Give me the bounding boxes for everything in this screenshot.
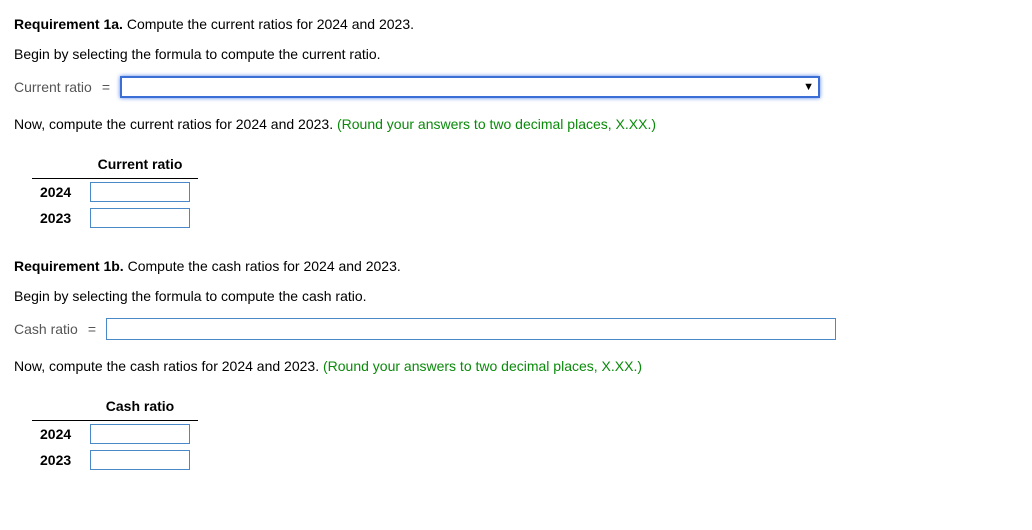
table-row: 2024 bbox=[32, 179, 198, 206]
cash-ratio-2023-input[interactable] bbox=[90, 450, 190, 470]
req-1a-now-black: Now, compute the current ratios for 2024… bbox=[14, 116, 337, 132]
req-1b-now-black: Now, compute the cash ratios for 2024 an… bbox=[14, 358, 323, 374]
req-1b-now-green: (Round your answers to two decimal place… bbox=[323, 358, 642, 374]
req-1a-now-green: (Round your answers to two decimal place… bbox=[337, 116, 656, 132]
cash-ratio-header: Cash ratio bbox=[82, 394, 198, 421]
table-header-blank-1a bbox=[32, 152, 82, 179]
table-row: 2023 bbox=[32, 205, 198, 231]
equals-sign-1b: = bbox=[88, 321, 96, 337]
current-ratio-formula-row: Current ratio = ▼ bbox=[14, 76, 1018, 98]
requirement-1a-title: Requirement 1a. Compute the current rati… bbox=[14, 16, 1018, 32]
current-ratio-2023-input[interactable] bbox=[90, 208, 190, 228]
equals-sign-1a: = bbox=[102, 79, 110, 95]
req-1a-bold: Requirement 1a. bbox=[14, 16, 123, 32]
req-1b-rest: Compute the cash ratios for 2024 and 202… bbox=[124, 258, 401, 274]
current-ratio-2024-input[interactable] bbox=[90, 182, 190, 202]
year-cell-2023-1b: 2023 bbox=[32, 447, 82, 473]
req-1a-begin: Begin by selecting the formula to comput… bbox=[14, 46, 1018, 62]
cash-ratio-2024-input[interactable] bbox=[90, 424, 190, 444]
requirement-1b-title: Requirement 1b. Compute the cash ratios … bbox=[14, 258, 1018, 274]
cash-ratio-formula-row: Cash ratio = bbox=[14, 318, 1018, 340]
req-1b-begin: Begin by selecting the formula to comput… bbox=[14, 288, 1018, 304]
cash-ratio-table: Cash ratio 2024 2023 bbox=[32, 394, 198, 473]
cash-ratio-label: Cash ratio bbox=[14, 321, 78, 337]
current-ratio-header: Current ratio bbox=[82, 152, 198, 179]
req-1a-rest: Compute the current ratios for 2024 and … bbox=[123, 16, 414, 32]
chevron-down-icon: ▼ bbox=[803, 81, 814, 93]
current-ratio-formula-select[interactable]: ▼ bbox=[120, 76, 820, 98]
current-ratio-label: Current ratio bbox=[14, 79, 92, 95]
current-ratio-table: Current ratio 2024 2023 bbox=[32, 152, 198, 231]
req-1b-bold: Requirement 1b. bbox=[14, 258, 124, 274]
year-cell-2024-1a: 2024 bbox=[32, 179, 82, 206]
year-cell-2023-1a: 2023 bbox=[32, 205, 82, 231]
table-row: 2024 bbox=[32, 421, 198, 448]
table-row: 2023 bbox=[32, 447, 198, 473]
table-header-blank-1b bbox=[32, 394, 82, 421]
year-cell-2024-1b: 2024 bbox=[32, 421, 82, 448]
req-1a-now: Now, compute the current ratios for 2024… bbox=[14, 116, 1018, 132]
req-1b-now: Now, compute the cash ratios for 2024 an… bbox=[14, 358, 1018, 374]
cash-ratio-formula-input[interactable] bbox=[106, 318, 836, 340]
